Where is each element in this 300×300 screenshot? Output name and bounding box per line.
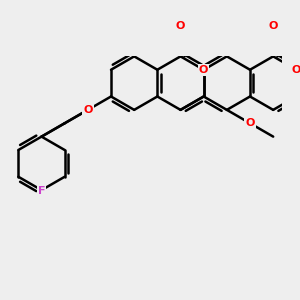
Text: O: O xyxy=(268,21,278,31)
Text: O: O xyxy=(176,21,185,31)
Text: O: O xyxy=(292,65,300,75)
Text: O: O xyxy=(199,65,208,75)
Text: O: O xyxy=(245,118,255,128)
Text: F: F xyxy=(38,187,45,196)
Text: O: O xyxy=(83,105,92,115)
